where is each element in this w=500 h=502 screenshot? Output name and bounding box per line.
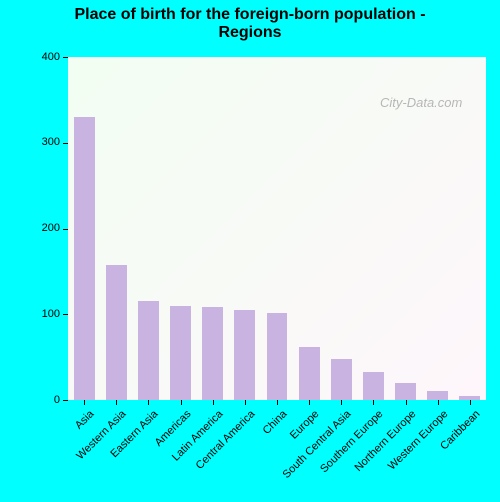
y-tick (63, 400, 68, 401)
bar (395, 383, 416, 400)
x-tick (406, 400, 407, 405)
bar (106, 265, 127, 400)
y-tick-label: 100 (42, 308, 60, 320)
y-tick-label: 400 (42, 51, 60, 63)
x-tick (277, 400, 278, 405)
bar (138, 301, 159, 400)
bar (363, 372, 384, 400)
x-tick (438, 400, 439, 405)
y-tick (63, 314, 68, 315)
x-tick (148, 400, 149, 405)
x-tick (84, 400, 85, 405)
x-tick (181, 400, 182, 405)
chart-title: Place of birth for the foreign-born popu… (0, 6, 500, 43)
y-tick-label: 300 (42, 136, 60, 148)
x-tick (309, 400, 310, 405)
bar (331, 359, 352, 400)
x-tick (341, 400, 342, 405)
bar (427, 391, 448, 400)
y-tick (63, 57, 68, 58)
x-tick (245, 400, 246, 405)
bar (202, 307, 223, 400)
x-tick (470, 400, 471, 405)
x-tick (213, 400, 214, 405)
x-tick (373, 400, 374, 405)
bar (267, 313, 288, 400)
y-tick-label: 200 (42, 222, 60, 234)
y-tick (63, 143, 68, 144)
bar (234, 310, 255, 400)
y-tick-label: 0 (54, 394, 60, 406)
page-root: Place of birth for the foreign-born popu… (0, 0, 500, 502)
y-tick (63, 229, 68, 230)
x-tick (116, 400, 117, 405)
bar (74, 117, 95, 400)
bar (170, 306, 191, 400)
bar (299, 347, 320, 400)
